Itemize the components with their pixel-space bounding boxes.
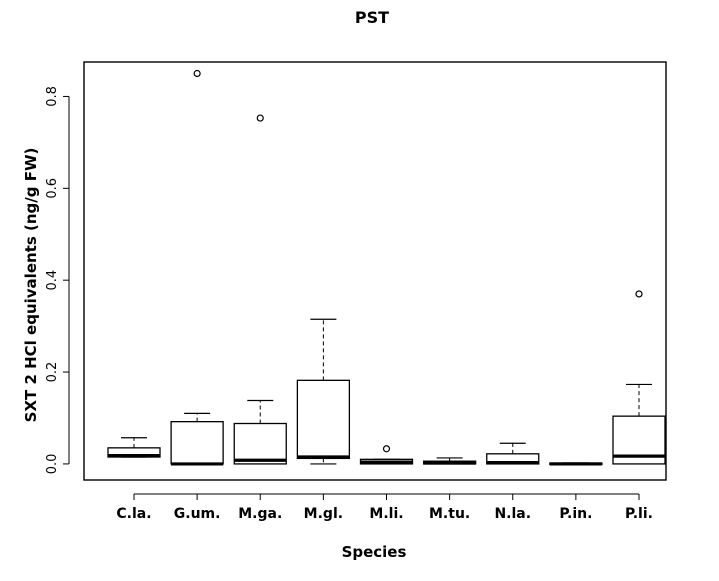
box-mli — [359, 445, 414, 465]
box-iqr — [296, 379, 351, 460]
box-iqr — [170, 421, 224, 465]
box-iqr — [233, 422, 287, 465]
y-tick-label: 0.6 — [45, 178, 60, 199]
x-axis-label: Species — [342, 543, 407, 561]
x-tick-label: P.li. — [625, 506, 653, 522]
y-tick-label: 0.2 — [45, 362, 60, 383]
box-nla — [486, 442, 540, 465]
x-tick-label: C.la. — [116, 506, 151, 522]
box-group — [107, 69, 666, 466]
y-tick-label: 0.4 — [45, 270, 60, 291]
x-tick-label: M.gl. — [304, 506, 343, 522]
x-tick-label: M.li. — [369, 506, 403, 522]
y-axis: 0.0 0.2 0.4 0.6 0.8 — [45, 86, 70, 475]
x-axis: C.la. G.um. M.ga. M.gl. M.li. M.tu. N.la. P.in.… — [116, 493, 653, 522]
x-tick-label: N.la. — [494, 506, 531, 522]
outlier-point — [382, 445, 391, 453]
y-tick-label: 0.0 — [45, 454, 60, 475]
box-mgl — [296, 318, 351, 465]
chart-title: PST — [355, 8, 389, 27]
box-mtu — [422, 457, 477, 465]
outlier-point — [256, 114, 264, 122]
box-pin — [549, 462, 603, 466]
y-axis-label: SXT 2 HCl equivalents (ng/g FW) — [22, 148, 40, 423]
x-tick-label: M.ga. — [238, 506, 282, 522]
box-mga — [233, 114, 287, 465]
x-tick-label: M.tu. — [429, 506, 470, 522]
box-gum — [170, 69, 224, 466]
plot-frame — [83, 61, 667, 481]
box-cla — [107, 437, 161, 458]
x-tick-label: P.in. — [559, 506, 592, 522]
box-pli — [612, 290, 666, 465]
outlier-point — [635, 290, 643, 298]
y-tick-label: 0.8 — [45, 86, 60, 107]
x-tick-label: G.um. — [174, 506, 221, 522]
outlier-point — [193, 69, 201, 78]
